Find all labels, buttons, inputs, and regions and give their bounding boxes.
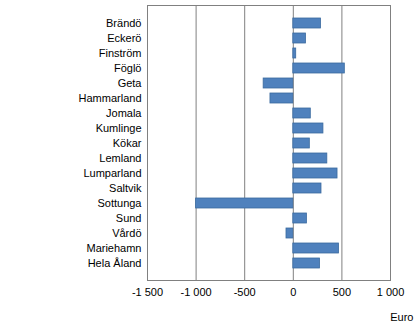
svg-text:Finström: Finström — [99, 47, 142, 59]
svg-text:Saltvik: Saltvik — [109, 182, 142, 194]
svg-text:Sund: Sund — [116, 212, 142, 224]
svg-text:Brändö: Brändö — [106, 17, 141, 29]
svg-text:Hammarland: Hammarland — [79, 92, 142, 104]
svg-text:Lumparland: Lumparland — [83, 167, 141, 179]
svg-text:Vårdö: Vårdö — [112, 227, 141, 239]
svg-text:Kökar: Kökar — [113, 137, 142, 149]
svg-text:Eckerö: Eckerö — [107, 32, 141, 44]
svg-text:Geta: Geta — [118, 77, 143, 89]
svg-text:500: 500 — [333, 286, 351, 298]
svg-text:-500: -500 — [234, 286, 256, 298]
svg-text:Hela Åland: Hela Åland — [88, 257, 142, 269]
svg-text:Föglö: Föglö — [114, 62, 142, 74]
svg-text:0: 0 — [290, 286, 296, 298]
svg-text:-1 000: -1 000 — [180, 286, 211, 298]
svg-text:Kumlinge: Kumlinge — [96, 122, 142, 134]
svg-text:Mariehamn: Mariehamn — [86, 242, 141, 254]
svg-text:1 000: 1 000 — [377, 286, 405, 298]
svg-text:Sottunga: Sottunga — [97, 197, 142, 209]
svg-text:-1 500: -1 500 — [132, 286, 163, 298]
svg-text:Lemland: Lemland — [99, 152, 141, 164]
svg-text:Euro: Euro — [390, 311, 413, 323]
svg-text:Jomala: Jomala — [106, 107, 142, 119]
